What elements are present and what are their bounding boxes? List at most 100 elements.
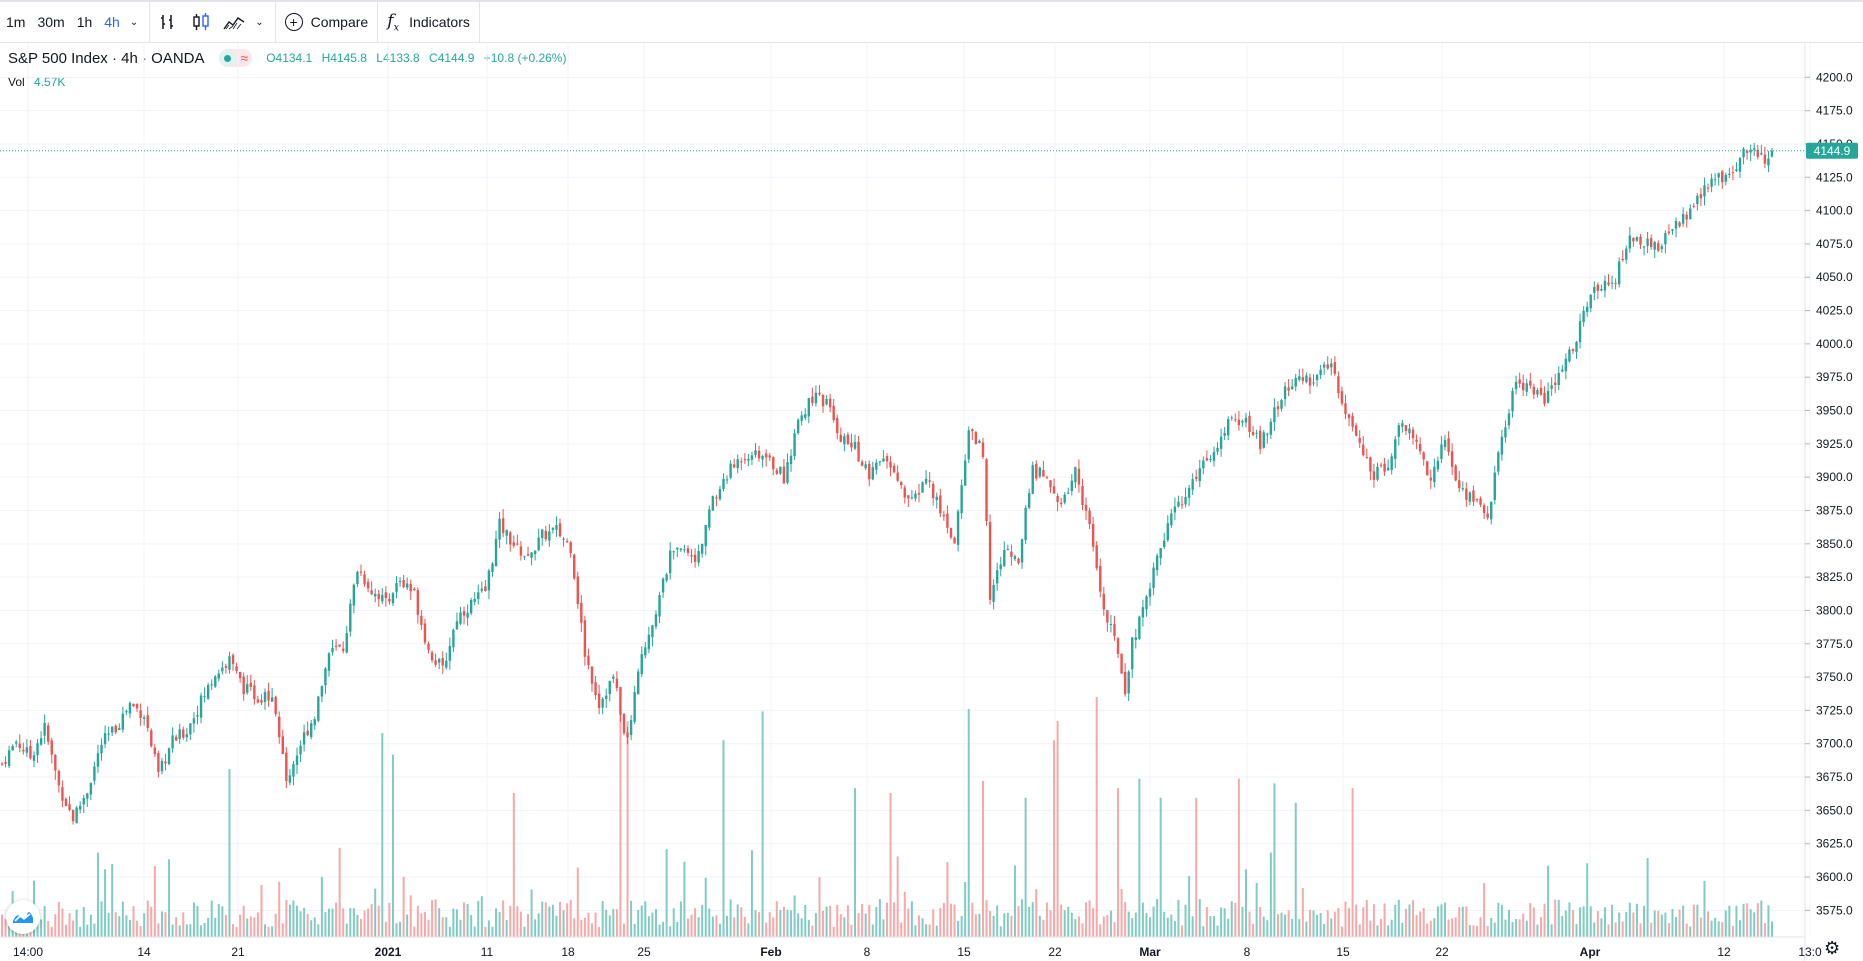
candle-body: [1465, 488, 1468, 500]
candle-body: [633, 692, 636, 722]
volume-bar: [452, 908, 455, 937]
volume-bar: [701, 904, 704, 937]
candle-body: [1585, 306, 1589, 312]
volume-bar: [232, 924, 235, 937]
volume-bar: [1465, 906, 1468, 937]
indicators-button[interactable]: fx Indicators: [381, 2, 476, 42]
volume-bar: [832, 926, 835, 937]
candle-body: [32, 755, 36, 761]
candle-body: [1646, 238, 1649, 246]
time-tick-label: Apr: [1580, 945, 1601, 959]
gear-icon[interactable]: ⚙: [1824, 938, 1841, 958]
volume-bar: [647, 916, 650, 937]
candle-body: [857, 441, 860, 462]
volume-bar: [420, 913, 423, 937]
interval-1m[interactable]: 1m: [6, 14, 26, 30]
volume-bar: [534, 919, 537, 937]
volume-bar: [974, 914, 977, 937]
candle-body: [1365, 456, 1369, 458]
volume-bar: [57, 901, 60, 937]
volume-bar: [1376, 925, 1379, 937]
candles-icon[interactable]: [185, 2, 217, 42]
candle-body: [1003, 549, 1006, 567]
candle-body: [1042, 470, 1045, 477]
price-tick-label: 3775.0: [1816, 637, 1853, 651]
bar-style-icon[interactable]: [153, 2, 185, 42]
volume-bar: [1682, 905, 1685, 937]
tradingview-logo-icon[interactable]: [6, 900, 40, 934]
volume-bar: [480, 896, 483, 937]
volume-bar: [608, 915, 611, 937]
market-status-badge[interactable]: ≈: [218, 49, 253, 67]
candle-body: [324, 668, 327, 686]
volume-bar: [1181, 925, 1183, 937]
candle-body: [839, 434, 842, 442]
volume-bar: [1621, 921, 1624, 937]
candle-body: [1397, 425, 1401, 437]
candle-body: [1728, 173, 1731, 176]
candle-body: [1298, 376, 1301, 380]
candle-body: [313, 719, 316, 726]
candle-body: [1639, 236, 1642, 245]
candle-body: [1660, 246, 1664, 249]
candle-body: [1227, 419, 1230, 436]
chevron-down-icon[interactable]: ⌄: [255, 16, 264, 28]
candle-body: [818, 392, 821, 395]
interval-30m[interactable]: 30m: [37, 14, 65, 30]
volume-bar: [1692, 904, 1695, 937]
area-chart-icon[interactable]: [217, 2, 251, 42]
candle-body: [1454, 465, 1457, 481]
candle-body: [107, 733, 110, 735]
volume-bar: [1607, 924, 1610, 937]
candle-body: [1116, 638, 1120, 654]
volume-bar: [583, 917, 586, 937]
volume-bar: [1017, 905, 1020, 937]
volume-bar: [1028, 906, 1031, 937]
volume-bar: [1159, 797, 1162, 937]
price-axis[interactable]: 4200.04175.04150.04125.04100.04075.04050…: [1805, 70, 1853, 917]
volume-bar: [335, 902, 338, 937]
symbol-title[interactable]: S&P 500 Index · 4h · OANDA: [8, 49, 205, 67]
interval-4h[interactable]: 4h: [104, 14, 120, 30]
time-axis[interactable]: 14:00 14 21 2021 11 18 25 Feb 8 15 22 Mar 8 15 22 Apr 12…: [13, 945, 1822, 959]
candle-body: [1123, 671, 1127, 695]
candle-body: [317, 696, 320, 721]
candle-body: [1418, 444, 1422, 452]
candle-body: [1266, 433, 1269, 435]
compare-label: Compare: [310, 14, 369, 30]
candle-body: [1049, 480, 1052, 488]
candle-body: [1422, 452, 1425, 460]
volume-bar: [342, 908, 345, 937]
candle-body: [583, 620, 587, 657]
volume-bar: [1305, 921, 1308, 937]
price-chart[interactable]: 4200.04175.04150.04125.04100.04075.04050…: [0, 44, 1863, 961]
volume-bar: [111, 864, 114, 937]
volume-bar: [423, 911, 426, 937]
volume-bar: [178, 925, 181, 937]
volume-bar: [562, 910, 565, 937]
candle-body: [1305, 375, 1308, 383]
volume-bar: [1287, 910, 1290, 937]
candle-body: [935, 496, 938, 500]
candle-body: [1191, 479, 1194, 490]
volume-bar: [61, 908, 64, 937]
candle-body: [391, 593, 395, 604]
volume-bar: [1351, 788, 1354, 937]
volume-bar: [964, 881, 967, 937]
volume-bar: [1106, 914, 1109, 937]
candle-body: [679, 548, 683, 550]
candle-body: [114, 725, 117, 733]
volume-bar: [1611, 904, 1614, 937]
candle-body: [1020, 539, 1024, 563]
candle-body: [1710, 178, 1713, 187]
volume-bar: [1675, 916, 1678, 937]
volume-bar: [1301, 888, 1304, 937]
compare-button[interactable]: + Compare: [279, 2, 375, 42]
candle-body: [459, 612, 462, 624]
candle-body: [1027, 493, 1031, 508]
volume-bar: [1490, 917, 1493, 937]
candle-body: [988, 521, 992, 600]
volume-bar: [1241, 906, 1244, 937]
chevron-down-icon[interactable]: ⌄: [129, 16, 139, 28]
interval-1h[interactable]: 1h: [76, 14, 93, 30]
